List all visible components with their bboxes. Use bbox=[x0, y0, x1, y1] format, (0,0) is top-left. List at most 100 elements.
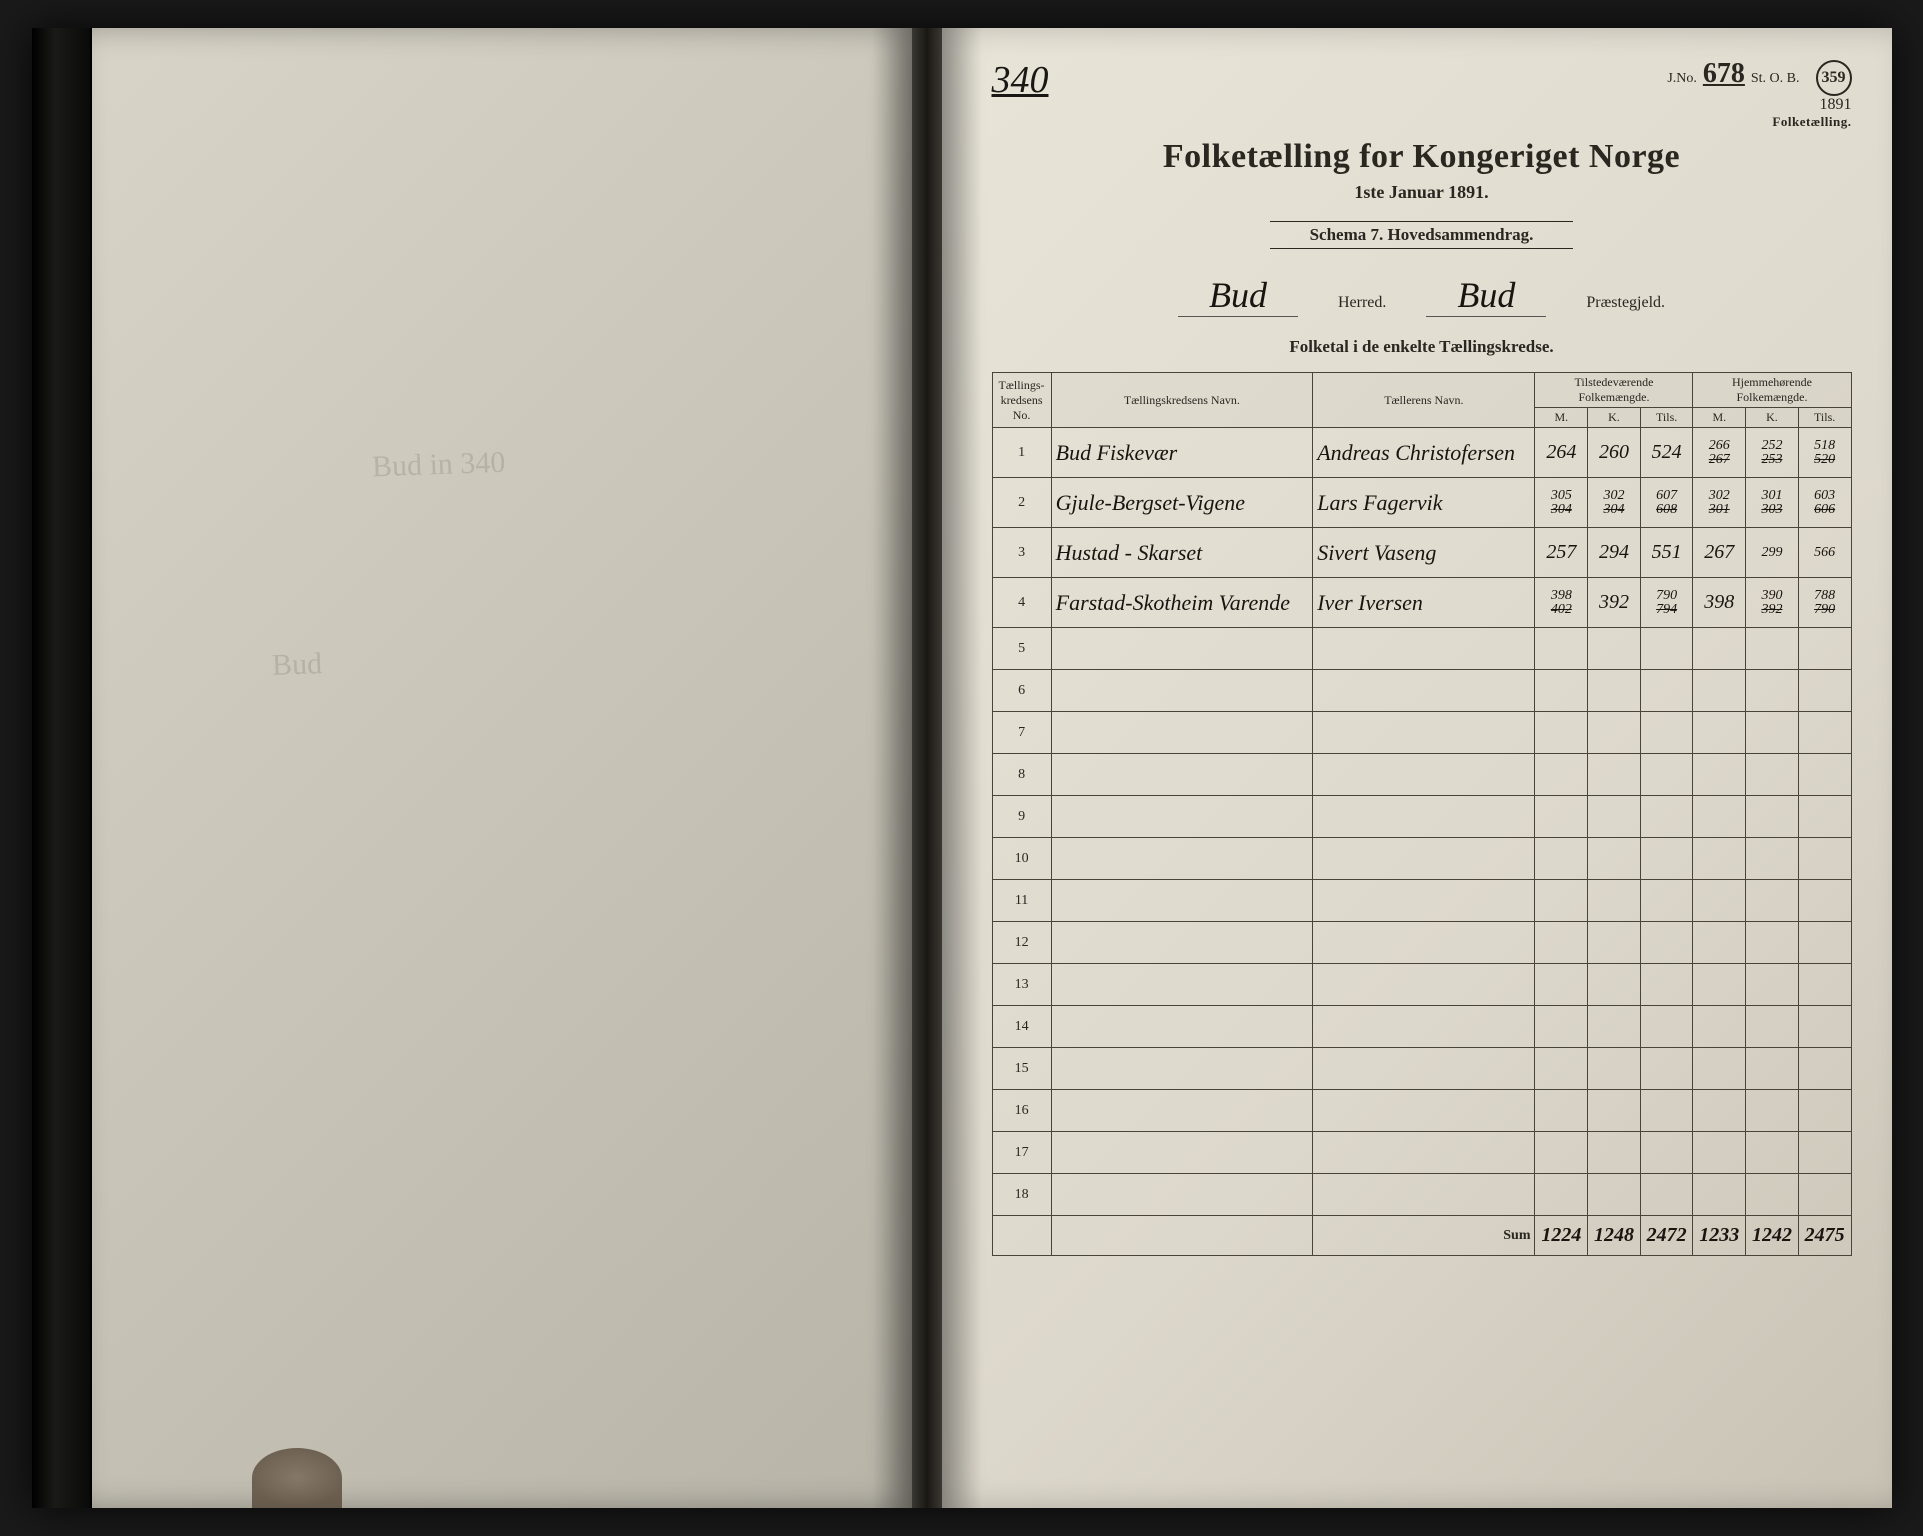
empty-cell bbox=[1588, 922, 1641, 964]
num-cell: 2475 bbox=[1798, 1216, 1851, 1256]
num-cell: 524 bbox=[1640, 428, 1693, 478]
table-row-empty: 18 bbox=[992, 1174, 1851, 1216]
table-row-empty: 12 bbox=[992, 922, 1851, 964]
empty-cell bbox=[1588, 880, 1641, 922]
empty-cell bbox=[1535, 670, 1588, 712]
empty-cell bbox=[1588, 1090, 1641, 1132]
empty-cell bbox=[1313, 1132, 1535, 1174]
enumerator-name: Iver Iversen bbox=[1313, 578, 1535, 628]
col-header-resident-tils: Tils. bbox=[1798, 408, 1851, 428]
empty-cell bbox=[1746, 796, 1799, 838]
table-row: 2Gjule-Bergset-VigeneLars Fagervik305304… bbox=[992, 478, 1851, 528]
num-cell: 302301 bbox=[1693, 478, 1746, 528]
empty-cell bbox=[1798, 754, 1851, 796]
empty-cell bbox=[1693, 754, 1746, 796]
empty-cell bbox=[1051, 838, 1313, 880]
empty-cell bbox=[1588, 1174, 1641, 1216]
empty-cell bbox=[1313, 670, 1535, 712]
herred-label: Herred. bbox=[1338, 294, 1386, 312]
top-annotations: 340 J.No. 678 St. O. B. 359 1891 Folketæ… bbox=[992, 58, 1852, 118]
empty-cell bbox=[1535, 1174, 1588, 1216]
empty-cell bbox=[1693, 880, 1746, 922]
row-number: 1 bbox=[992, 428, 1051, 478]
right-page: 340 J.No. 678 St. O. B. 359 1891 Folketæ… bbox=[942, 28, 1892, 1508]
table-row: 1Bud FiskeværAndreas Christofersen264260… bbox=[992, 428, 1851, 478]
empty-cell bbox=[1588, 628, 1641, 670]
empty-cell bbox=[1535, 880, 1588, 922]
empty-cell bbox=[1051, 670, 1313, 712]
num-cell: 294 bbox=[1588, 528, 1641, 578]
empty-cell bbox=[1693, 796, 1746, 838]
num-cell: 305304 bbox=[1535, 478, 1588, 528]
empty-cell bbox=[1051, 628, 1313, 670]
empty-cell bbox=[1798, 628, 1851, 670]
empty-cell bbox=[1588, 712, 1641, 754]
empty-cell bbox=[1746, 1090, 1799, 1132]
empty-cell bbox=[1588, 1132, 1641, 1174]
empty-cell bbox=[1746, 1006, 1799, 1048]
empty-cell bbox=[1640, 1048, 1693, 1090]
table-row-empty: 8 bbox=[992, 754, 1851, 796]
empty-cell bbox=[1640, 712, 1693, 754]
row-number: 10 bbox=[992, 838, 1051, 880]
empty-cell bbox=[1798, 1048, 1851, 1090]
row-number: 6 bbox=[992, 670, 1051, 712]
num-cell: 266267 bbox=[1693, 428, 1746, 478]
empty-cell bbox=[1640, 1090, 1693, 1132]
bleed-through-text: Bud in 340 bbox=[371, 446, 505, 485]
district-name: Hustad - Skarset bbox=[1051, 528, 1313, 578]
row-number: 14 bbox=[992, 1006, 1051, 1048]
empty-cell bbox=[1313, 1174, 1535, 1216]
table-row: 3Hustad - SkarsetSivert Vaseng2572945512… bbox=[992, 528, 1851, 578]
empty-cell bbox=[1798, 880, 1851, 922]
empty-cell bbox=[1640, 628, 1693, 670]
empty-cell bbox=[1640, 670, 1693, 712]
empty-cell bbox=[1313, 712, 1535, 754]
empty-cell bbox=[1313, 796, 1535, 838]
empty-cell bbox=[1051, 1090, 1313, 1132]
table-row-empty: 5 bbox=[992, 628, 1851, 670]
num-cell: 302304 bbox=[1588, 478, 1641, 528]
empty-cell bbox=[1051, 1048, 1313, 1090]
district-line: Bud Herred. Bud Præstegjeld. bbox=[992, 274, 1852, 317]
col-header-enumerator: Tællerens Navn. bbox=[1313, 373, 1535, 428]
empty-cell bbox=[1588, 670, 1641, 712]
num-cell: 603606 bbox=[1798, 478, 1851, 528]
empty-cell bbox=[1746, 1174, 1799, 1216]
empty-cell bbox=[1746, 670, 1799, 712]
table-row-empty: 16 bbox=[992, 1090, 1851, 1132]
thumb-shadow bbox=[252, 1448, 342, 1508]
sum-blank bbox=[992, 1216, 1051, 1256]
num-cell: 1224 bbox=[1535, 1216, 1588, 1256]
journal-number-block: J.No. 678 St. O. B. 359 1891 Folketællin… bbox=[1667, 58, 1851, 130]
num-cell: 1233 bbox=[1693, 1216, 1746, 1256]
empty-cell bbox=[1640, 964, 1693, 1006]
empty-cell bbox=[1746, 880, 1799, 922]
col-header-present-tils: Tils. bbox=[1640, 408, 1693, 428]
row-number: 11 bbox=[992, 880, 1051, 922]
row-number: 5 bbox=[992, 628, 1051, 670]
row-number: 8 bbox=[992, 754, 1051, 796]
empty-cell bbox=[1693, 1132, 1746, 1174]
page-handwritten-number: 340 bbox=[992, 58, 1049, 102]
empty-cell bbox=[1693, 838, 1746, 880]
empty-cell bbox=[1798, 796, 1851, 838]
num-cell: 260 bbox=[1588, 428, 1641, 478]
main-title: Folketælling for Kongeriget Norge bbox=[992, 138, 1852, 176]
num-cell: 566 bbox=[1798, 528, 1851, 578]
num-cell: 257 bbox=[1535, 528, 1588, 578]
empty-cell bbox=[1746, 712, 1799, 754]
empty-cell bbox=[1588, 1006, 1641, 1048]
empty-cell bbox=[1051, 1006, 1313, 1048]
jno-number: 678 bbox=[1703, 58, 1745, 90]
num-cell: 390392 bbox=[1746, 578, 1799, 628]
empty-cell bbox=[1051, 796, 1313, 838]
row-number: 18 bbox=[992, 1174, 1051, 1216]
empty-cell bbox=[1051, 754, 1313, 796]
num-cell: 790794 bbox=[1640, 578, 1693, 628]
book-spine bbox=[32, 28, 92, 1508]
empty-cell bbox=[1588, 964, 1641, 1006]
empty-cell bbox=[1535, 1132, 1588, 1174]
col-header-resident: Hjemmehørende Folkemængde. bbox=[1693, 373, 1851, 408]
table-row-empty: 15 bbox=[992, 1048, 1851, 1090]
